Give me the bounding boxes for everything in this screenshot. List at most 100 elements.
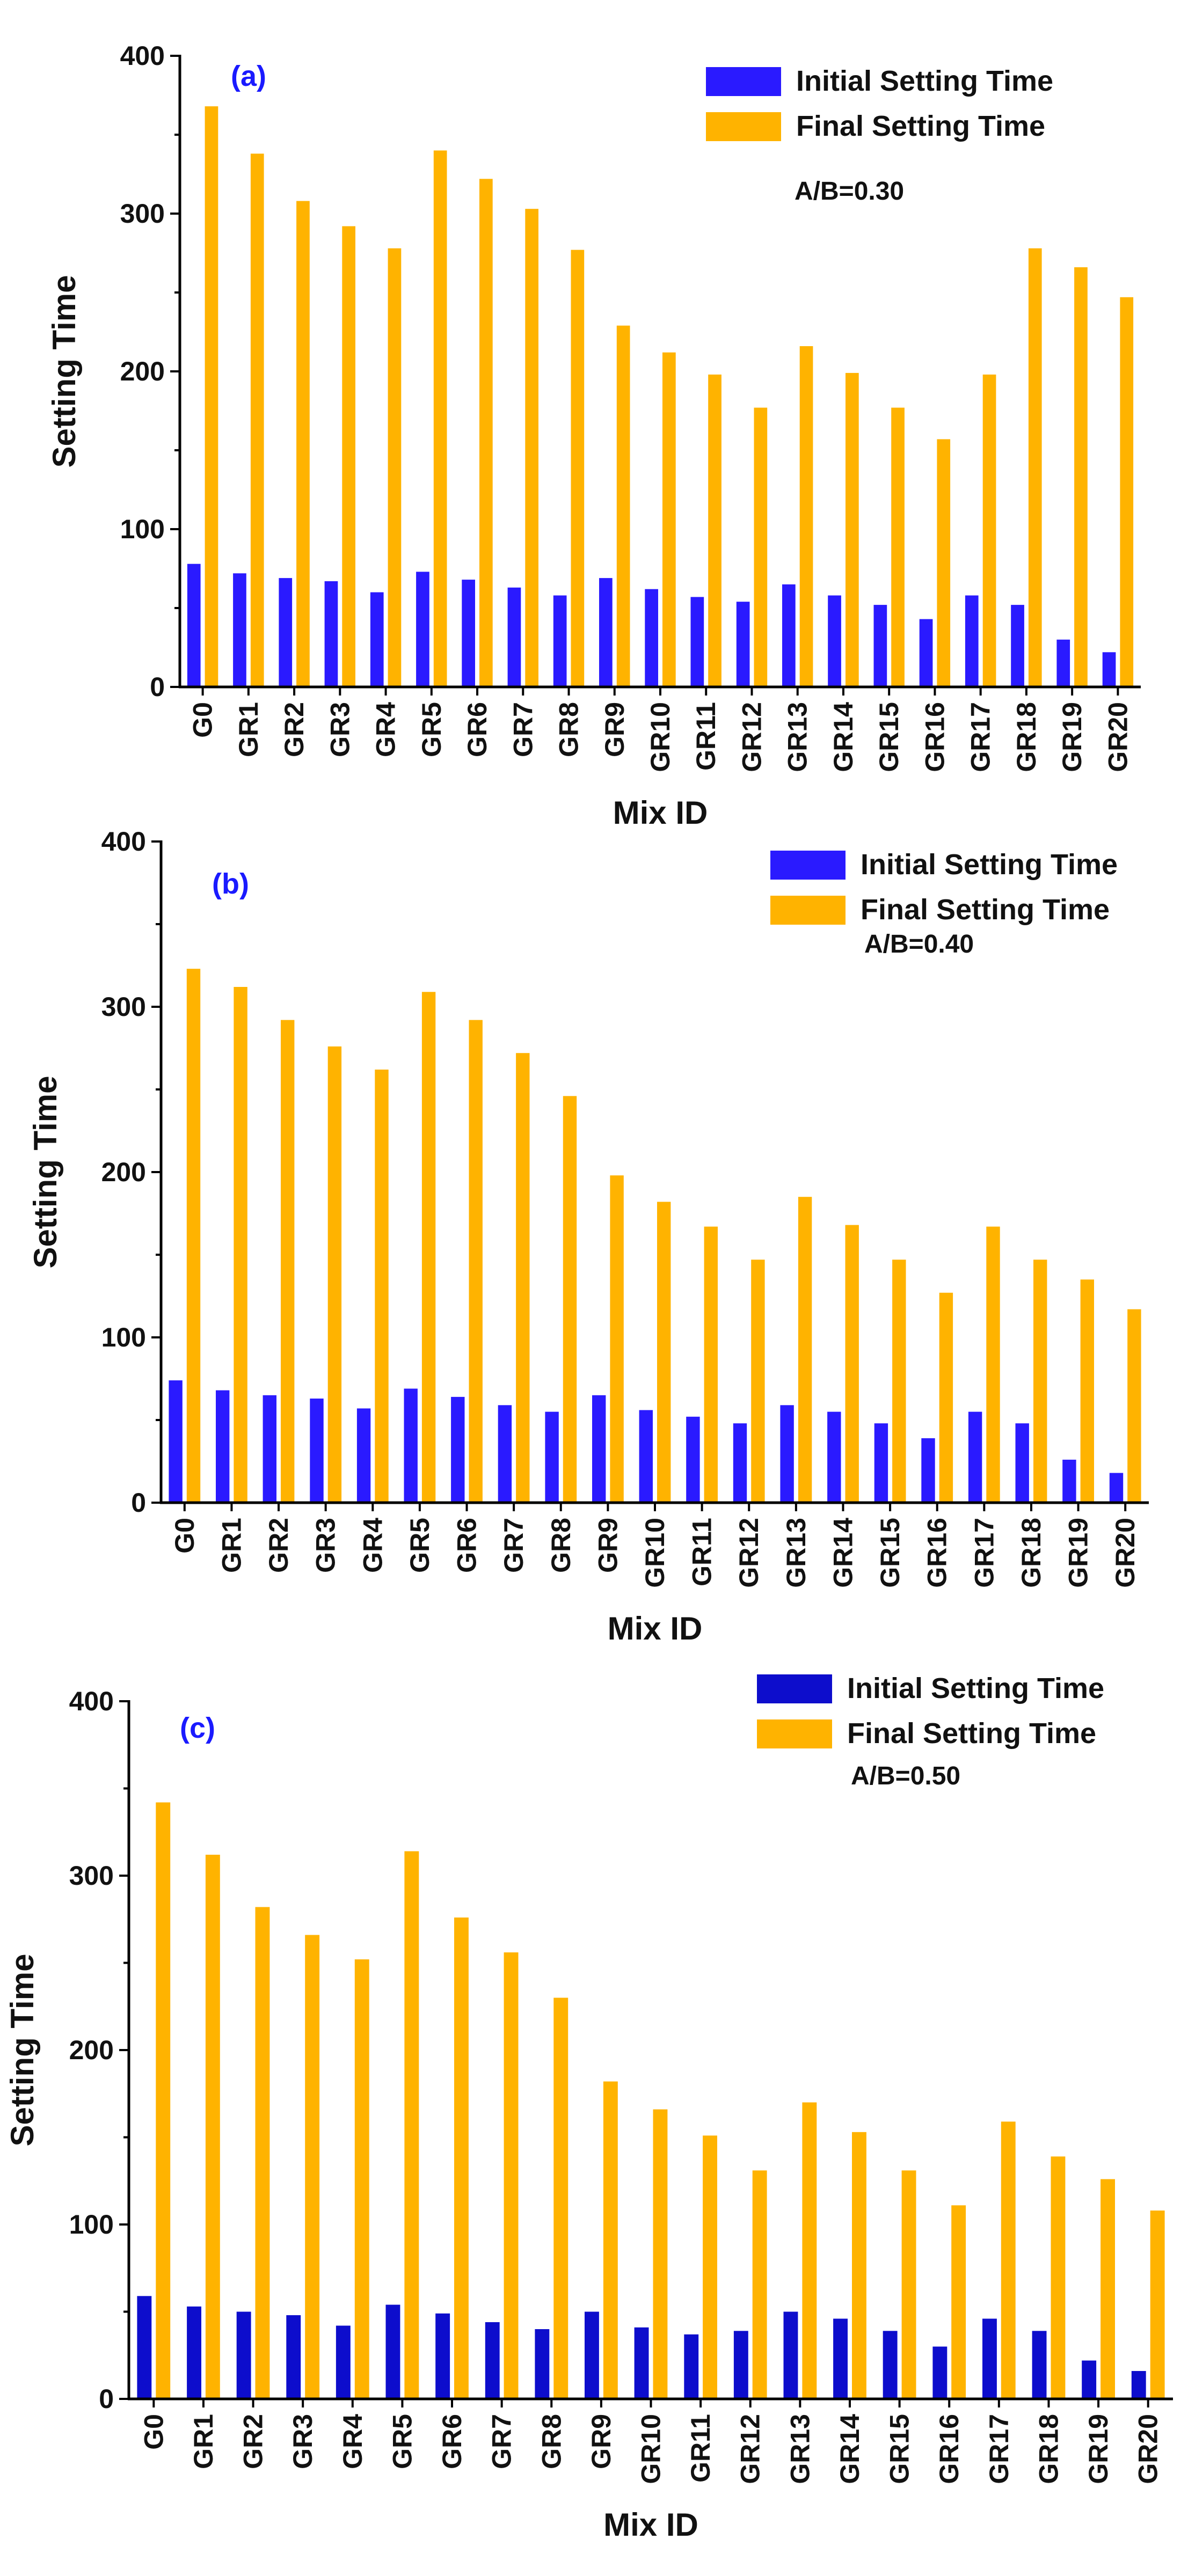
initial-setting-time-legend-swatch [706, 67, 781, 96]
x-tick-label: GR3 [325, 702, 355, 757]
final-setting-time-bar [156, 1802, 171, 2399]
final-setting-time-bar [610, 1175, 624, 1503]
final-setting-time-bar [603, 2081, 618, 2399]
initial-setting-time-bar [507, 587, 521, 687]
initial-setting-time-bar [404, 1388, 418, 1503]
final-setting-time-bar [798, 1197, 812, 1503]
initial-setting-time-bar [965, 595, 979, 687]
y-tick-label: 100 [120, 514, 165, 544]
y-tick-label: 100 [69, 2209, 114, 2240]
x-tick-label: GR3 [311, 1518, 341, 1573]
initial-setting-time-bar [416, 572, 429, 687]
final-setting-time-bar [305, 1935, 320, 2399]
final-setting-time-bar [891, 407, 905, 687]
final-setting-time-bar [553, 1997, 569, 2399]
x-tick-label: GR17 [969, 1518, 999, 1588]
initial-setting-time-legend-swatch [770, 851, 846, 880]
x-tick-label: GR5 [417, 702, 447, 757]
final-setting-time-bar [752, 2170, 767, 2399]
initial-setting-time-bar [370, 592, 384, 687]
initial-setting-time-bar [1062, 1459, 1076, 1503]
final-setting-time-bar [1033, 1260, 1047, 1503]
initial-setting-time-bar [236, 2311, 251, 2399]
final-setting-time-bar [433, 150, 447, 687]
x-tick-label: GR2 [238, 2414, 268, 2469]
y-tick-label: 300 [101, 992, 146, 1022]
initial-setting-time-bar [883, 2331, 898, 2399]
x-tick-label: GR4 [338, 2414, 368, 2469]
final-setting-time-bar [296, 201, 310, 687]
initial-setting-time-bar [263, 1395, 276, 1503]
y-tick-label: 100 [101, 1322, 146, 1352]
y-tick-label: 400 [69, 1686, 114, 1716]
x-tick-label: GR20 [1103, 702, 1133, 772]
initial-setting-time-bar [592, 1395, 606, 1503]
x-tick-label: GR9 [593, 1518, 623, 1573]
ab-ratio-annotation: A/B=0.40 [864, 930, 974, 958]
initial-setting-time-bar [553, 595, 567, 687]
final-setting-time-bar [454, 1918, 469, 2399]
final-setting-time-bar [1080, 1279, 1094, 1503]
final-setting-time-bar [1028, 248, 1042, 687]
y-tick-label: 200 [120, 356, 165, 386]
x-tick-label: GR8 [546, 1518, 576, 1573]
initial-setting-time-bar [733, 2331, 748, 2399]
initial-setting-time-bar [686, 1416, 700, 1503]
x-tick-label: GR20 [1110, 1518, 1140, 1588]
y-tick-label: 200 [101, 1157, 146, 1187]
y-tick-label: 0 [99, 2384, 114, 2414]
legend-label: Initial Setting Time [861, 848, 1118, 881]
final-setting-time-bar [704, 1226, 718, 1503]
final-setting-time-bar [404, 1851, 419, 2399]
y-axis-title: Setting Time [27, 1076, 63, 1269]
final-setting-time-bar [327, 1046, 342, 1503]
initial-setting-time-bar [336, 2325, 351, 2399]
initial-setting-time-bar [1011, 605, 1024, 687]
x-tick-label: GR6 [462, 702, 492, 757]
initial-setting-time-bar [1102, 652, 1116, 687]
initial-setting-time-bar [634, 2327, 649, 2399]
x-tick-label: GR7 [508, 702, 538, 757]
final-setting-time-bar [846, 372, 859, 687]
final-setting-time-bar [802, 2102, 817, 2399]
final-setting-time-bar [754, 407, 768, 687]
final-setting-time-bar [852, 2132, 866, 2399]
x-tick-label: GR12 [735, 2414, 766, 2484]
legend-label: Final Setting Time [796, 110, 1045, 142]
initial-setting-time-bar [733, 1423, 747, 1503]
x-tick-label: G0 [170, 1518, 200, 1554]
final-setting-time-bar [937, 439, 951, 687]
final-setting-time-bar [1127, 1309, 1141, 1503]
x-tick-label: GR2 [279, 702, 309, 757]
x-tick-label: GR5 [387, 2414, 417, 2469]
initial-setting-time-bar [1109, 1473, 1124, 1503]
initial-setting-time-bar [435, 2313, 450, 2399]
x-tick-label: GR15 [875, 1518, 905, 1588]
x-tick-label: GR7 [487, 2414, 517, 2469]
ab-ratio-annotation: A/B=0.30 [795, 177, 904, 206]
x-tick-label: GR9 [600, 702, 630, 757]
legend-label: Final Setting Time [847, 1717, 1096, 1750]
x-tick-label: GR11 [691, 702, 721, 771]
final-setting-time-bar [469, 1020, 483, 1503]
final-setting-time-bar [250, 153, 264, 687]
final-setting-time-legend-swatch [770, 896, 846, 925]
x-tick-label: GR18 [1011, 702, 1041, 772]
initial-setting-time-bar [1015, 1423, 1029, 1503]
x-tick-label: GR3 [288, 2414, 318, 2469]
final-setting-time-legend-swatch [757, 1719, 832, 1748]
x-tick-label: GR1 [216, 1518, 246, 1573]
final-setting-time-bar [901, 2170, 916, 2399]
x-tick-label: GR12 [734, 1518, 764, 1588]
final-setting-time-bar [571, 250, 585, 687]
initial-setting-time-bar [690, 597, 704, 687]
final-setting-time-bar [563, 1096, 577, 1503]
final-setting-time-bar [342, 226, 355, 687]
x-tick-label: GR16 [920, 702, 950, 772]
x-tick-label: GR19 [1057, 702, 1087, 772]
final-setting-time-bar [479, 179, 493, 687]
initial-setting-time-bar [498, 1405, 512, 1503]
final-setting-time-bar [504, 1952, 519, 2399]
x-tick-label: GR14 [835, 2414, 865, 2484]
final-setting-time-bar [281, 1020, 295, 1503]
